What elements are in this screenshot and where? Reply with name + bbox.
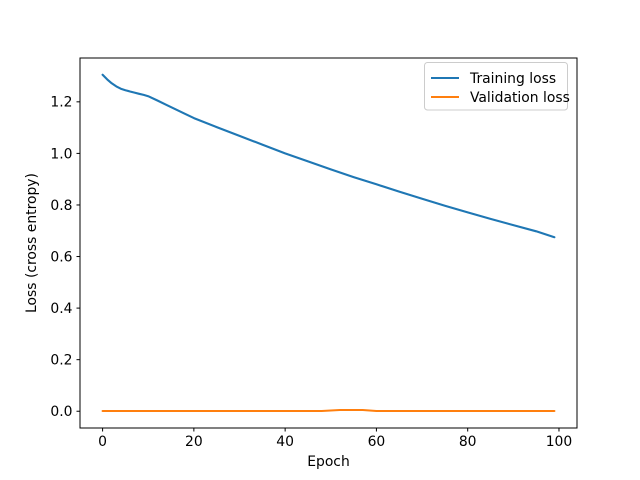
y-tick-label: 0.2 xyxy=(50,353,72,369)
plot-border xyxy=(79,57,578,429)
x-axis-ticks: 0 20 40 60 80 100 xyxy=(98,428,572,450)
x-tick-label: 40 xyxy=(276,434,294,450)
x-axis-label: Epoch xyxy=(307,454,350,470)
y-tick-label: 1.2 xyxy=(50,95,72,111)
y-tick-label: 0.4 xyxy=(50,301,72,317)
y-tick-label: 0.6 xyxy=(50,249,72,265)
legend-label-validation: Validation loss xyxy=(470,90,570,106)
x-tick-label: 20 xyxy=(185,434,203,450)
series-line-0 xyxy=(101,73,556,239)
legend-frame xyxy=(424,62,568,111)
x-tick-label: 0 xyxy=(98,434,107,450)
x-tick-label: 100 xyxy=(546,434,573,450)
y-axis-label: Loss (cross entropy) xyxy=(24,173,40,313)
legend: Training loss Validation loss xyxy=(424,62,570,111)
y-axis-ticks: 0.0 0.2 0.4 0.6 0.8 1.0 1.2 xyxy=(50,95,80,420)
legend-label-training: Training loss xyxy=(469,71,556,87)
series-line-1 xyxy=(101,408,556,413)
y-tick-label: 0.0 xyxy=(50,404,72,420)
x-tick-label: 60 xyxy=(368,434,386,450)
series-lines xyxy=(101,73,556,413)
y-tick-label: 0.8 xyxy=(50,198,72,214)
x-tick-label: 80 xyxy=(459,434,477,450)
y-tick-label: 1.0 xyxy=(50,146,72,162)
